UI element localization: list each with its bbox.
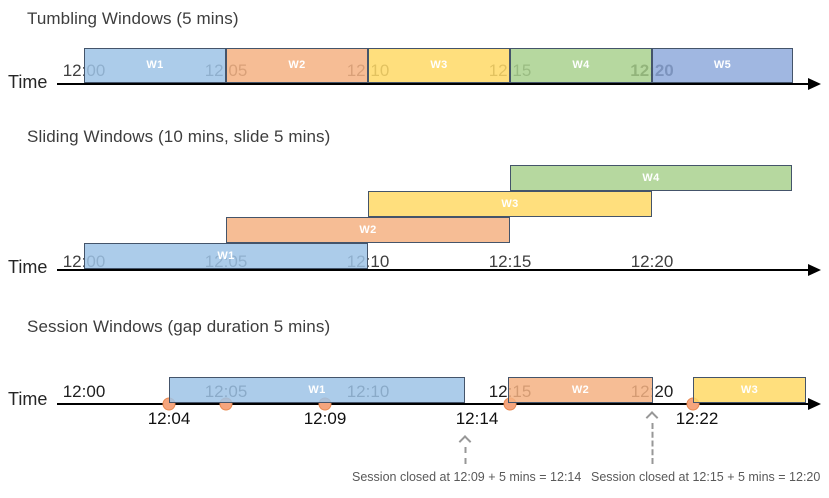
sliding-window-w4: W4 [510,165,792,191]
time-axis-label: Time [8,389,48,409]
session-section-title: Session Windows (gap duration 5 mins) [27,317,331,336]
tumbling-window-w1: W1 [84,48,226,83]
window-label: W4 [642,171,660,184]
time-axis-label: Time [8,257,48,277]
event-time-label: 12:04 [147,409,191,428]
session-close-arrow [458,435,472,464]
session-close-note: Session closed at 12:15 + 5 mins = 12:20 [591,470,821,484]
session-window-w2: W2 [508,377,653,403]
right-arrow-icon [808,264,821,276]
event-time-label: 12:22 [675,409,719,428]
window-label: W1 [308,383,326,396]
up-arrow-icon [645,411,659,424]
sliding-window-w2: W2 [226,217,510,243]
right-arrow-icon [808,78,821,90]
axis-tick: 12:20 [630,252,674,271]
right-arrow-icon [808,398,821,410]
window-label: W1 [146,59,164,71]
dashed-line [464,447,466,464]
event-time-label: 12:14 [455,409,499,428]
tumbling-window-w3: W3 [368,48,510,83]
window-label: W2 [571,383,590,396]
axis-tick: 12:15 [488,252,532,271]
time-axis-label: Time [8,72,48,92]
time-axis [57,403,810,405]
tumbling-section-title: Tumbling Windows (5 mins) [27,9,239,28]
session-close-arrow [645,411,659,464]
session-window-w3: W3 [693,377,806,403]
axis-tick: 12:00 [62,382,106,401]
time-axis [57,83,810,85]
window-label: W2 [288,59,306,71]
tumbling-window-w5: W5 [652,48,793,83]
sliding-window-w1: W1 [84,243,368,269]
up-arrow-icon [458,435,472,448]
window-label: W3 [740,383,759,396]
session-close-note: Session closed at 12:09 + 5 mins = 12:14 [352,470,582,484]
window-label: W4 [572,59,590,71]
window-label: W5 [713,59,732,71]
event-time-label: 12:09 [303,409,347,428]
window-label: W3 [501,197,519,210]
sliding-section-title: Sliding Windows (10 mins, slide 5 mins) [27,127,331,146]
sliding-window-w3: W3 [368,191,652,217]
session-window-w1: W1 [169,377,465,403]
window-label: W3 [430,59,448,71]
dashed-line [651,423,653,464]
tumbling-window-w4: W4 [510,48,652,83]
time-axis [57,269,810,271]
window-label: W2 [359,223,377,236]
window-label: W1 [217,249,235,262]
tumbling-window-w2: W2 [226,48,368,83]
